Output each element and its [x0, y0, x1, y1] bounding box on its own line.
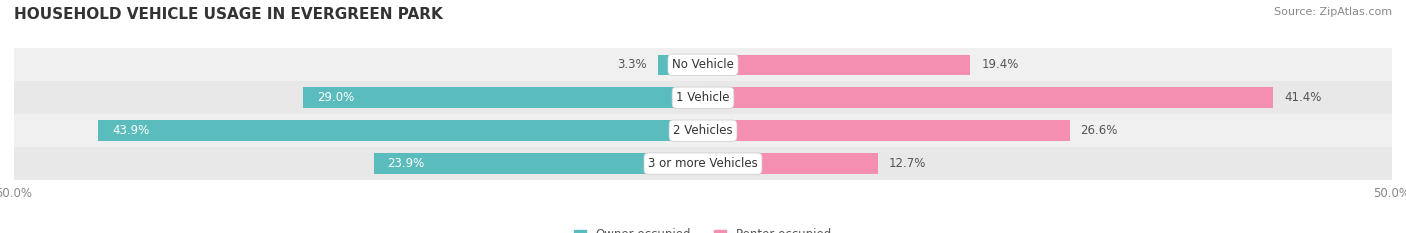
Text: 12.7%: 12.7% [889, 157, 927, 170]
Bar [14, 81, 1392, 114]
Bar [14, 147, 1392, 180]
Bar [98, 120, 703, 141]
Bar [304, 87, 703, 108]
Bar [14, 48, 1392, 81]
Text: 3 or more Vehicles: 3 or more Vehicles [648, 157, 758, 170]
Text: No Vehicle: No Vehicle [672, 58, 734, 71]
Bar [703, 87, 1274, 108]
Text: 26.6%: 26.6% [1081, 124, 1118, 137]
Bar [14, 114, 1392, 147]
Text: 23.9%: 23.9% [388, 157, 425, 170]
Legend: Owner-occupied, Renter-occupied: Owner-occupied, Renter-occupied [569, 224, 837, 233]
Bar [658, 55, 703, 75]
Text: 1 Vehicle: 1 Vehicle [676, 91, 730, 104]
Bar [703, 55, 970, 75]
Text: HOUSEHOLD VEHICLE USAGE IN EVERGREEN PARK: HOUSEHOLD VEHICLE USAGE IN EVERGREEN PAR… [14, 7, 443, 22]
Text: Source: ZipAtlas.com: Source: ZipAtlas.com [1274, 7, 1392, 17]
Text: 29.0%: 29.0% [318, 91, 354, 104]
Bar [703, 120, 1070, 141]
Bar [703, 153, 877, 174]
Text: 2 Vehicles: 2 Vehicles [673, 124, 733, 137]
Text: 3.3%: 3.3% [617, 58, 647, 71]
Text: 41.4%: 41.4% [1285, 91, 1322, 104]
Bar [374, 153, 703, 174]
Text: 19.4%: 19.4% [981, 58, 1019, 71]
Text: 43.9%: 43.9% [112, 124, 149, 137]
